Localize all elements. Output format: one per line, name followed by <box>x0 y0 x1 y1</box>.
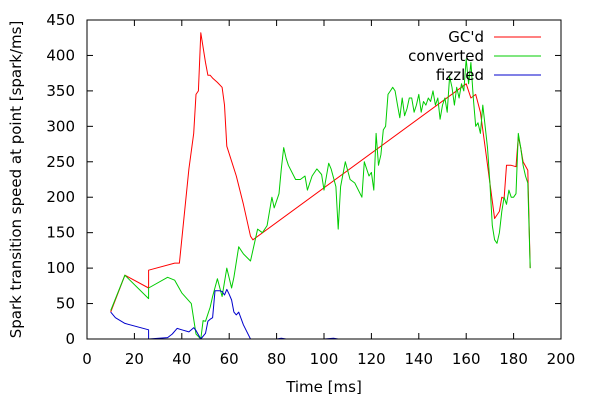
y-axis-label: Spark transition speed at point [spark/m… <box>7 21 25 339</box>
y-axis: 0 50 100 150 200 250 300 350 400 450 <box>46 11 561 348</box>
y-tick-label: 200 <box>46 188 75 206</box>
series-line-converted <box>110 58 531 340</box>
series-line-gc-d <box>110 32 531 313</box>
y-tick-label: 350 <box>46 82 75 100</box>
x-axis-label: Time [ms] <box>285 378 362 396</box>
legend-label: fizzled <box>436 66 484 84</box>
y-tick-label: 300 <box>46 117 75 135</box>
y-tick-label: 0 <box>65 330 75 348</box>
y-tick-label: 150 <box>46 224 75 242</box>
legend-label: GC'd <box>448 28 484 46</box>
x-tick-label: 100 <box>310 350 339 368</box>
x-tick-label: 40 <box>172 350 191 368</box>
y-tick-label: 450 <box>46 11 75 29</box>
x-tick-label: 20 <box>125 350 144 368</box>
x-tick-label: 200 <box>547 350 576 368</box>
x-tick-label: 140 <box>404 350 433 368</box>
x-tick-label: 180 <box>499 350 528 368</box>
x-tick-label: 0 <box>82 350 92 368</box>
legend-label: converted <box>408 47 484 65</box>
y-tick-label: 100 <box>46 259 75 277</box>
y-tick-label: 400 <box>46 46 75 64</box>
x-axis: 0 20 40 60 80 100 120 140 160 180 200 <box>82 20 575 368</box>
series-line-fizzled <box>110 288 339 340</box>
x-tick-label: 60 <box>220 350 239 368</box>
y-tick-label: 250 <box>46 153 75 171</box>
x-tick-label: 160 <box>452 350 481 368</box>
x-tick-label: 120 <box>357 350 386 368</box>
y-tick-label: 50 <box>56 295 75 313</box>
x-tick-label: 80 <box>267 350 286 368</box>
